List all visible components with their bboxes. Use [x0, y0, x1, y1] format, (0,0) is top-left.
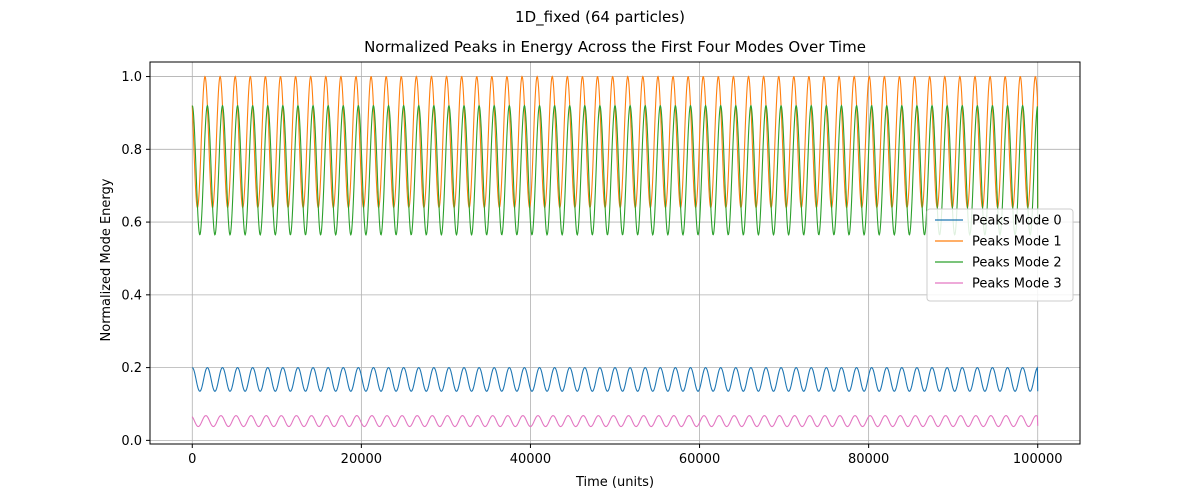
series-line-mode-0 [192, 366, 1039, 392]
ticks-layer: 0 20000 40000 60000 80000 100000 0.0 0.2 0.4 0.6 0… [121, 70, 1062, 467]
x-tick-label: 100000 [1013, 452, 1063, 467]
x-tick-label: 40000 [510, 452, 551, 467]
x-tick-label: 0 [188, 452, 196, 467]
legend-label: Peaks Mode 2 [972, 256, 1062, 271]
figure-suptitle: 1D_fixed (64 particles) [515, 8, 685, 27]
y-tick-label: 0.8 [121, 143, 142, 158]
chart-title: Normalized Peaks in Energy Across the Fi… [364, 38, 866, 56]
y-tick-label: 0.2 [121, 361, 142, 376]
y-tick-label: 1.0 [121, 70, 142, 85]
series-line-mode-2 [191, 104, 1039, 237]
series-layer [191, 75, 1039, 428]
series-line-mode-3 [191, 415, 1039, 428]
legend-box [926, 208, 1074, 302]
legend-label: Peaks Mode 3 [972, 277, 1062, 292]
legend: Peaks Mode 0 Peaks Mode 1 Peaks Mode 2 Peak… [926, 208, 1074, 302]
y-tick-label: 0.0 [121, 434, 142, 449]
plot-frame [149, 61, 1081, 445]
series-line-mode-1 [191, 75, 1039, 209]
y-tick-label: 0.4 [121, 288, 142, 303]
y-axis-label: Normalized Mode Energy [99, 178, 114, 341]
legend-label: Peaks Mode 1 [972, 235, 1062, 250]
x-tick-label: 80000 [848, 452, 889, 467]
legend-label: Peaks Mode 0 [972, 214, 1062, 229]
x-tick-label: 20000 [341, 452, 382, 467]
y-tick-label: 0.6 [121, 216, 142, 231]
x-axis-label: Time (units) [575, 475, 654, 490]
x-tick-label: 60000 [679, 452, 720, 467]
